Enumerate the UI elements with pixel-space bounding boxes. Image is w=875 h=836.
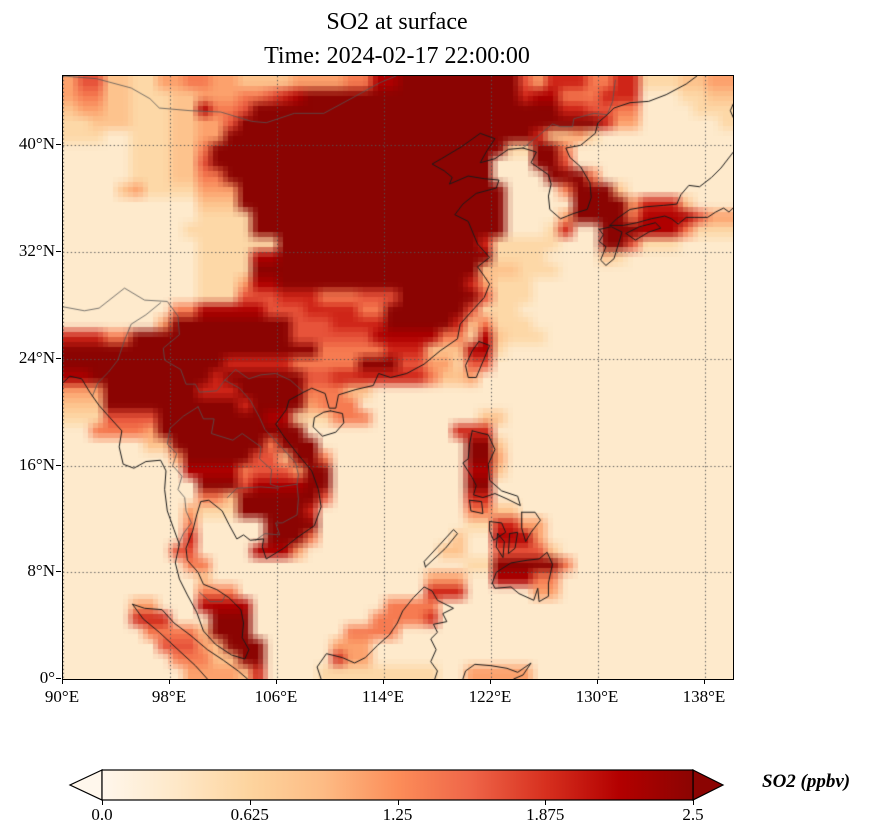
y-axis-tick-label: 40°N — [18, 134, 55, 154]
x-axis-tick-label: 114°E — [361, 687, 404, 706]
map-plot-area — [62, 75, 734, 680]
colorbar-tick-mark — [545, 800, 547, 805]
colorbar-tick-mark — [249, 800, 251, 805]
colorbar-tick-label: 0.0 — [91, 805, 113, 824]
y-axis-tick-label: 8°N — [27, 561, 55, 581]
colorbar-gradient-bar — [101, 769, 694, 801]
colorbar-tick-mark — [102, 800, 103, 805]
chart-title: SO2 at surface — [326, 9, 468, 35]
colorbar-under-arrow — [68, 769, 103, 801]
colorbar-tick-mark — [397, 800, 399, 805]
y-axis-tick-label: 16°N — [18, 454, 55, 474]
colorbar-over-arrow — [692, 769, 725, 801]
x-axis-tick-mark — [703, 679, 705, 684]
y-axis-tick-mark — [56, 144, 61, 146]
y-axis-tick-mark — [56, 357, 61, 359]
colorbar-tick-label: 0.625 — [230, 805, 269, 824]
y-axis-tick-label: 24°N — [18, 347, 55, 367]
x-axis-tick-mark — [596, 679, 598, 684]
colorbar-label: SO2 (ppbv) — [762, 771, 851, 792]
y-axis-tick-mark — [56, 678, 61, 679]
colorbar-tick-label: 1.25 — [382, 805, 413, 824]
y-axis-tick-mark — [56, 251, 61, 253]
x-axis-tick-label: 122°E — [468, 687, 512, 706]
colorbar-tick-label: 1.875 — [526, 805, 565, 824]
x-axis-tick-label: 98°E — [151, 687, 187, 706]
x-axis-tick-mark — [489, 679, 491, 684]
x-axis-tick-mark — [62, 679, 63, 684]
y-axis-tick-label: 0° — [39, 668, 55, 687]
so2-heatmap-canvas — [63, 76, 733, 679]
x-axis-tick-mark — [168, 679, 170, 684]
y-axis-tick-mark — [56, 571, 61, 573]
colorbar-tick-label: 2.5 — [682, 805, 704, 824]
x-axis-tick-label: 130°E — [575, 687, 619, 706]
x-axis-tick-mark — [382, 679, 384, 684]
x-axis-tick-label: 138°E — [682, 687, 726, 706]
y-axis-tick-label: 32°N — [18, 241, 55, 261]
colorbar-tick-mark — [693, 800, 694, 805]
colorbar — [68, 769, 725, 801]
x-axis-tick-label: 106°E — [254, 687, 298, 706]
x-axis-tick-label: 90°E — [44, 687, 80, 706]
chart-subtitle-time: Time: 2024-02-17 22:00:00 — [264, 43, 530, 69]
y-axis-tick-mark — [56, 464, 61, 466]
x-axis-tick-mark — [275, 679, 277, 684]
